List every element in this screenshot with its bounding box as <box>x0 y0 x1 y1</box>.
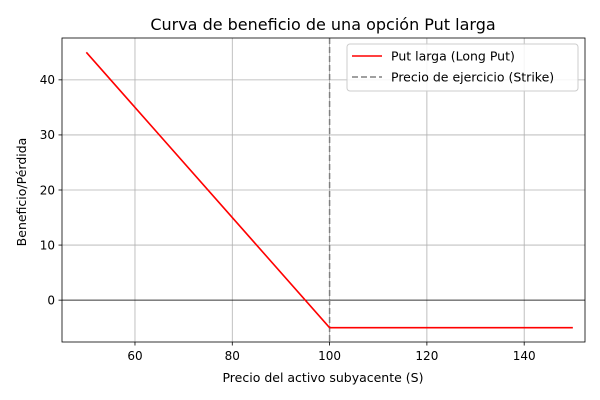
x-tick-label: 100 <box>318 349 341 363</box>
chart-title: Curva de beneficio de una opción Put lar… <box>150 15 495 34</box>
x-tick-label: 120 <box>415 349 438 363</box>
x-tick-label: 80 <box>225 349 240 363</box>
x-tick-label: 140 <box>513 349 536 363</box>
legend: Put larga (Long Put) Precio de ejercicio… <box>346 43 579 92</box>
y-axis-ticks: 0 10 20 30 40 <box>40 73 62 307</box>
y-tick-label: 10 <box>40 238 55 252</box>
y-tick-label: 40 <box>40 73 55 87</box>
y-axis-label: Beneficio/Pérdida <box>14 138 29 247</box>
series-line-long-put <box>85 51 573 329</box>
y-tick-label: 30 <box>40 128 55 142</box>
y-tick-label: 0 <box>47 293 55 307</box>
legend-box <box>346 43 579 92</box>
x-axis-ticks: 60 80 100 120 140 <box>127 342 536 363</box>
series-layer <box>85 51 573 329</box>
x-tick-label: 60 <box>127 349 142 363</box>
legend-label-strike: Precio de ejercicio (Strike) <box>391 70 554 85</box>
y-tick-label: 20 <box>40 183 55 197</box>
x-axis-label: Precio del activo subyacente (S) <box>222 370 423 385</box>
legend-label-long-put: Put larga (Long Put) <box>391 49 515 64</box>
